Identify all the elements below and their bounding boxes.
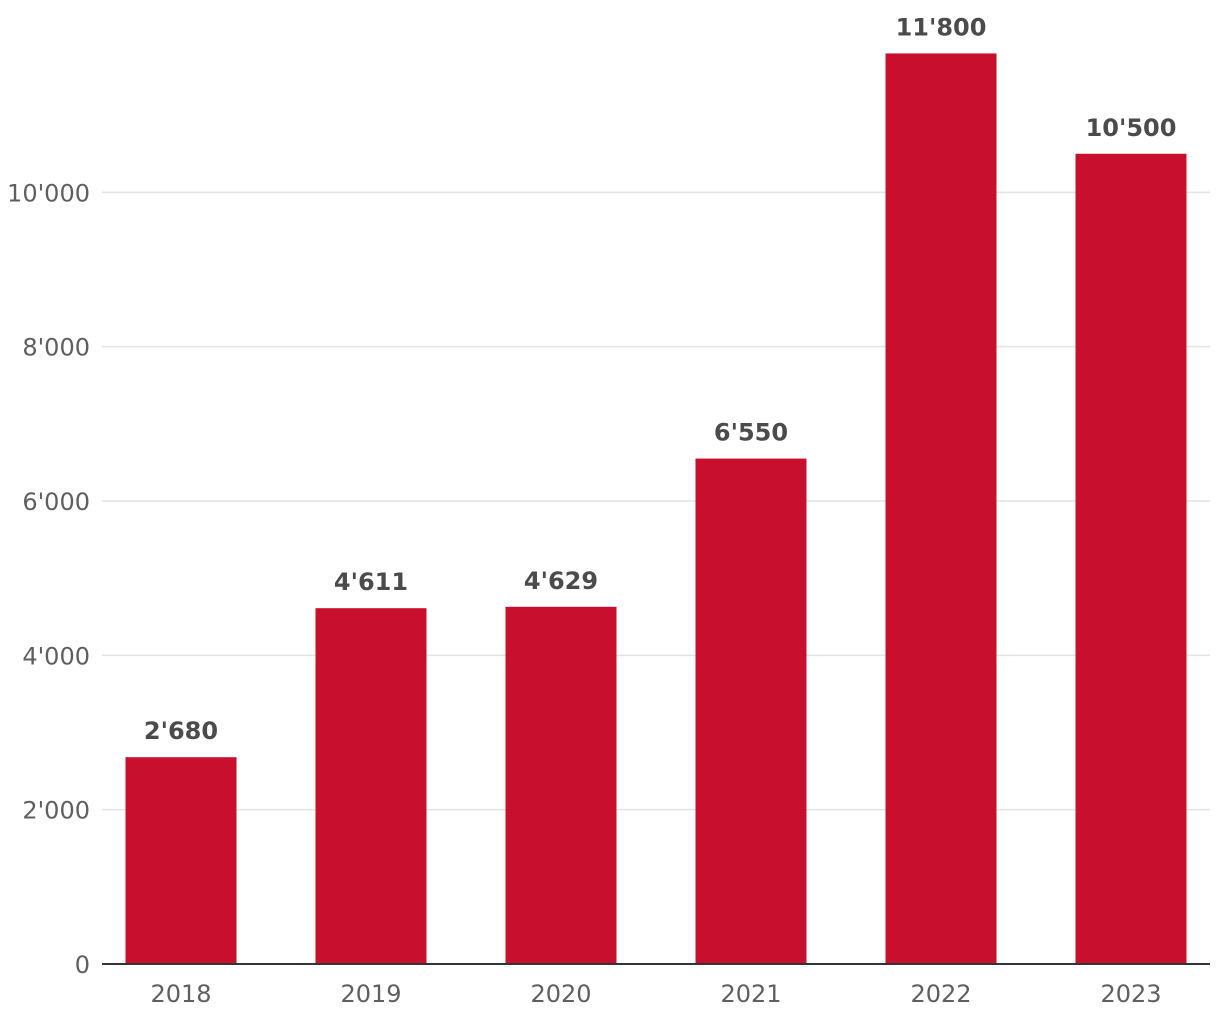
bar-value-label: 4'629 bbox=[524, 567, 598, 595]
y-tick-label: 2'000 bbox=[22, 797, 90, 825]
y-gridlines bbox=[102, 191, 1210, 811]
y-axis-tick-labels: 0 2'000 4'000 6'000 8'000 10'000 bbox=[7, 179, 90, 979]
bar-value-label: 10'500 bbox=[1086, 114, 1177, 142]
y-tick-label: 8'000 bbox=[22, 334, 90, 362]
x-tick-label: 2018 bbox=[150, 980, 211, 1008]
bar-2020 bbox=[505, 606, 617, 964]
x-tick-label: 2023 bbox=[1100, 980, 1161, 1008]
x-tick-label: 2022 bbox=[910, 980, 971, 1008]
bar-value-label: 11'800 bbox=[896, 13, 987, 41]
bar-2022 bbox=[885, 53, 997, 964]
bar-2018 bbox=[125, 757, 237, 964]
bar-value-label: 2'680 bbox=[144, 717, 218, 745]
bar-value-labels: 2'680 4'611 4'629 6'550 11'800 10'500 bbox=[144, 13, 1177, 745]
y-tick-label: 0 bbox=[75, 951, 90, 979]
bars bbox=[125, 53, 1187, 964]
x-tick-label: 2020 bbox=[530, 980, 591, 1008]
x-tick-label: 2019 bbox=[340, 980, 401, 1008]
x-axis-tick-labels: 2018 2019 2020 2021 2022 2023 bbox=[150, 980, 1161, 1008]
bar-value-label: 6'550 bbox=[714, 419, 788, 447]
y-tick-label: 4'000 bbox=[22, 642, 90, 670]
bar-2019 bbox=[315, 608, 427, 964]
bar-2023 bbox=[1075, 153, 1187, 964]
bar-value-label: 4'611 bbox=[334, 568, 408, 596]
y-tick-label: 6'000 bbox=[22, 488, 90, 516]
bar-2021 bbox=[695, 458, 807, 964]
y-tick-label: 10'000 bbox=[7, 179, 90, 207]
x-tick-label: 2021 bbox=[720, 980, 781, 1008]
